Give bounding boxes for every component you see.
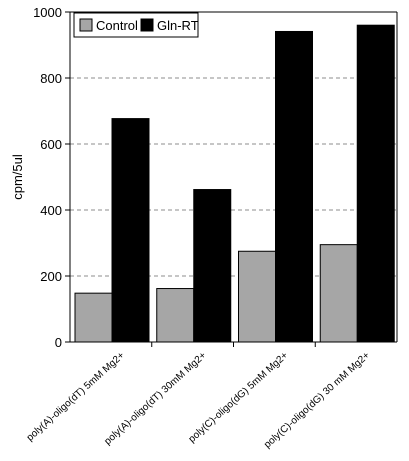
legend-box xyxy=(73,12,199,38)
bar-control xyxy=(156,288,195,343)
bar-gln-rt xyxy=(275,30,313,343)
x-category-labels: poly(A)-oligo(dT) 5mM Mg2+poly(A)-oligo(… xyxy=(25,350,373,451)
legend-label-gln-rt: Gln-RT xyxy=(157,18,199,33)
legend: Control Gln-RT xyxy=(73,12,199,38)
legend-swatch-gln-rt xyxy=(140,18,154,32)
y-tick-label: 600 xyxy=(40,137,62,152)
y-tick-label: 0 xyxy=(55,335,62,350)
bar-gln-rt xyxy=(111,118,150,343)
legend-label-control: Control xyxy=(96,18,138,33)
y-tick-labels: 0 200 400 600 800 1000 xyxy=(33,5,62,350)
bar-control xyxy=(319,244,358,343)
y-tick-label: 800 xyxy=(40,71,62,86)
axes xyxy=(65,11,398,347)
y-tick-label: 200 xyxy=(40,269,62,284)
y-axis-title: cpm/5ul xyxy=(10,154,25,200)
bar-gln-rt xyxy=(193,189,232,343)
legend-swatch-control xyxy=(79,18,93,32)
bar-control xyxy=(74,292,113,343)
y-tick-label: 1000 xyxy=(33,5,62,20)
bar-gln-rt xyxy=(356,24,395,343)
bar-control xyxy=(238,250,276,343)
bars xyxy=(74,24,395,343)
y-tick-label: 400 xyxy=(40,203,62,218)
